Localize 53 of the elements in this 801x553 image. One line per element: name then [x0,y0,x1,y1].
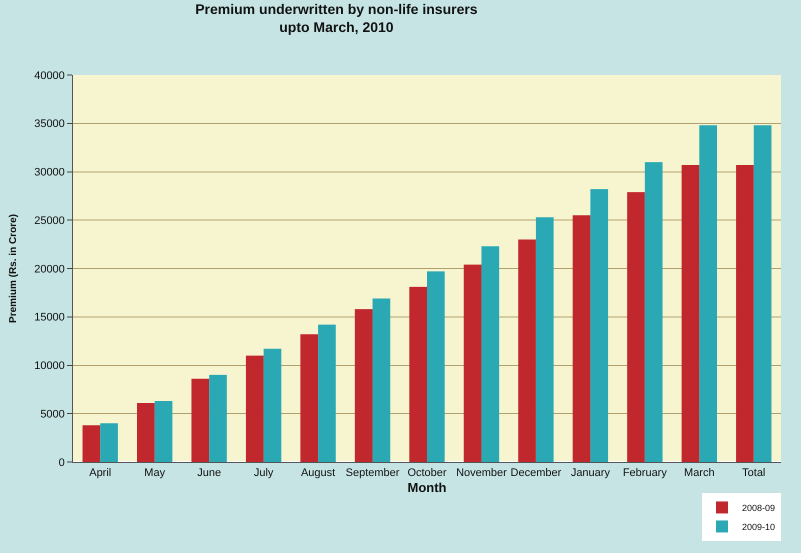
bar [572,215,590,462]
bar [318,324,336,462]
x-tick-label: June [197,467,222,480]
y-tick-label: 40000 [34,70,65,82]
y-tick-label: 0 [58,456,65,469]
x-tick-label: November [456,467,508,480]
bar [154,401,172,462]
bar [518,239,536,462]
x-tick-label: Total [742,467,766,480]
bar [82,425,100,462]
bar [644,162,663,462]
bar [300,334,318,462]
y-tick-label: 5000 [40,408,65,420]
bar [209,374,227,462]
y-tick-label: 20000 [34,263,65,276]
bar [372,298,390,462]
bar [481,246,500,462]
x-tick-label: January [570,467,610,480]
legend-label: 2008-09 [742,502,776,513]
bar [590,189,608,462]
x-tick-label: March [684,467,715,480]
y-axis-title: Premium (Rs. in Crore) [8,214,20,323]
bar [736,164,754,462]
bar [354,309,373,462]
bar [264,348,282,462]
bar [100,423,118,462]
bar [682,164,700,462]
bar [427,271,445,462]
y-tick-label: 30000 [34,166,65,179]
x-tick-label: December [510,467,562,480]
bar [754,125,772,462]
x-tick-label: July [254,467,274,480]
x-tick-label: February [622,467,668,480]
bar [627,192,645,462]
y-tick-label: 25000 [34,214,65,227]
x-axis-title: Month [408,480,447,495]
bar [246,356,264,462]
bar [699,125,718,462]
bar [409,286,427,462]
bar [464,264,482,462]
bar [136,402,155,462]
x-tick-label: September [346,467,400,480]
bar [191,378,210,462]
bar [536,217,554,462]
y-tick-label: 15000 [34,312,65,324]
chart-title: Premium underwritten by non-life insurers upto March, 2010 [195,0,478,36]
x-tick-label: April [89,467,112,480]
x-tick-label: October [407,467,447,480]
x-tick-label: May [144,467,166,480]
y-tick-label: 35000 [34,118,65,130]
legend-label: 2009-10 [742,522,776,532]
x-tick-label: August [300,467,336,480]
y-tick-label: 10000 [34,360,65,372]
